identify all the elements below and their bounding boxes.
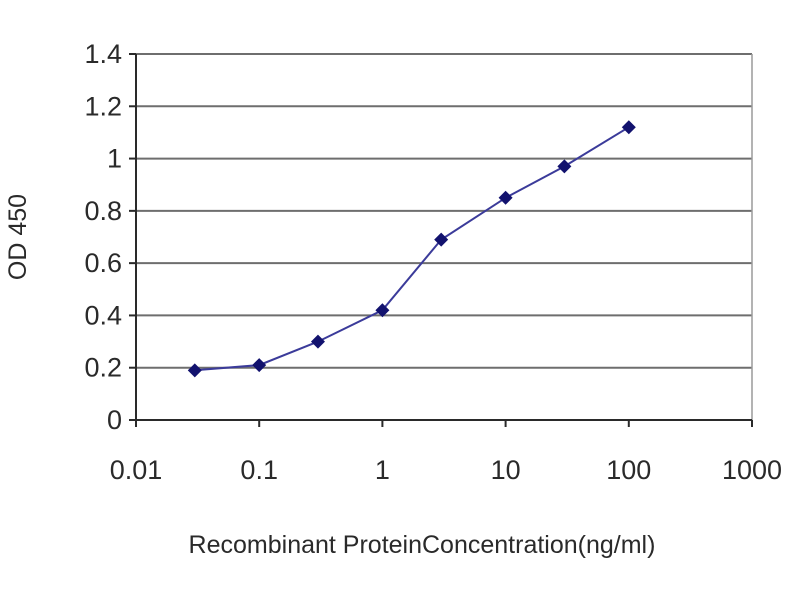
- data-point: [310, 334, 325, 349]
- y-tick-label: 0.6: [84, 248, 122, 278]
- data-point: [187, 363, 202, 378]
- x-tick-label: 10: [491, 455, 521, 485]
- x-axis-title: Recombinant ProteinConcentration(ng/ml): [189, 531, 656, 559]
- y-tick-label: 0.2: [84, 353, 122, 383]
- data-point: [557, 159, 572, 174]
- y-tick-label: 0.8: [84, 196, 122, 226]
- axes: [129, 53, 753, 427]
- y-tick-label: 0.4: [84, 300, 122, 330]
- series-layer: [187, 120, 636, 378]
- x-tick-label: 0.01: [110, 455, 163, 485]
- y-axis-title: OD 450: [4, 194, 32, 280]
- series-line: [194, 126, 630, 372]
- x-tick-label: 1: [375, 455, 390, 485]
- data-point: [434, 232, 449, 247]
- y-tick-label: 0: [107, 405, 122, 435]
- data-point: [375, 303, 390, 318]
- y-tick-label: 1.4: [84, 39, 122, 69]
- data-point: [252, 358, 267, 373]
- x-tick-label: 1000: [722, 455, 782, 485]
- y-tick-label: 1: [107, 144, 122, 174]
- x-tick-label: 0.1: [240, 455, 278, 485]
- y-tick-labels: 0 0.2 0.4 0.6 0.8 1 1.2 1.4: [84, 39, 122, 435]
- data-point: [498, 190, 513, 205]
- data-point: [621, 120, 636, 135]
- x-tick-labels: 0.01 0.1 1 10 100 1000: [110, 455, 782, 485]
- y-tick-label: 1.2: [84, 91, 122, 121]
- x-tick-label: 100: [606, 455, 651, 485]
